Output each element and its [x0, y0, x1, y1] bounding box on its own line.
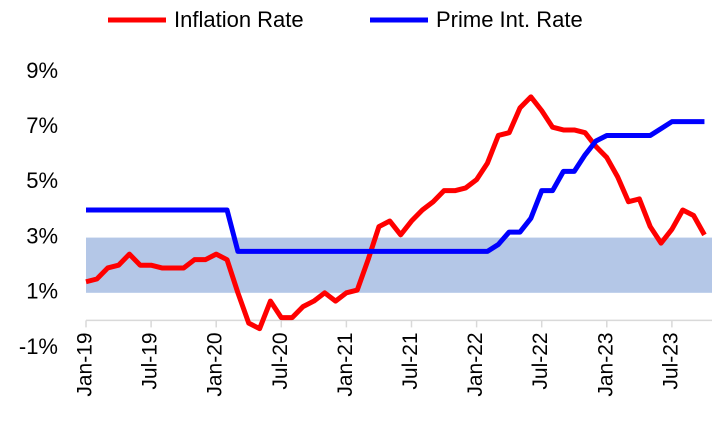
x-tick-label: Jul-23 [659, 332, 682, 389]
series-line [86, 119, 705, 254]
y-tick-label: -1% [19, 334, 58, 359]
x-tick-label: Jul-22 [529, 332, 552, 389]
x-tick-label: Jan-21 [334, 332, 357, 396]
y-tick-label: 5% [26, 168, 58, 193]
x-tick-label: Jan-23 [594, 332, 617, 396]
y-tick-label: 3% [26, 223, 58, 248]
y-tick-label: 1% [26, 279, 58, 304]
series-line [85, 94, 707, 332]
y-tick-label: 7% [26, 113, 58, 138]
target-band [86, 237, 712, 293]
x-tick-label: Jul-21 [399, 332, 422, 389]
x-tick-label: Jul-19 [139, 332, 162, 389]
legend-label: Prime Int. Rate [436, 7, 583, 32]
x-tick-label: Jan-20 [204, 332, 227, 396]
x-tick-label: Jan-22 [464, 332, 487, 396]
legend-label: Inflation Rate [174, 7, 304, 32]
x-tick-label: Jul-20 [269, 332, 292, 389]
y-tick-label: 9% [26, 58, 58, 83]
x-tick-label: Jan-19 [74, 332, 97, 396]
